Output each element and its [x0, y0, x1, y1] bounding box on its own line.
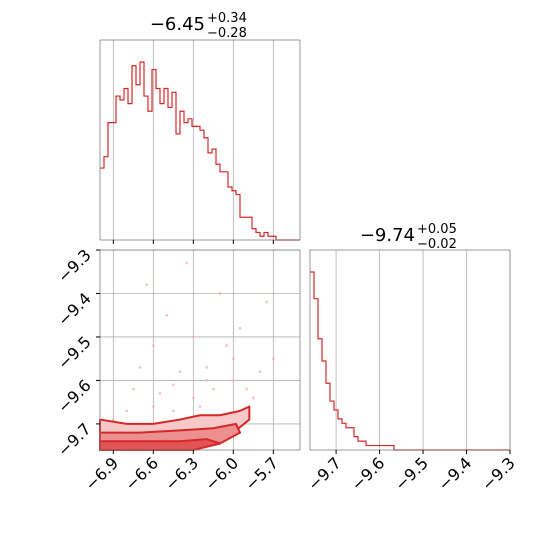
- marginal-histogram-2: −9.7 −9.6 −9.5 −9.4 −9.3: [304, 249, 519, 494]
- scatter-point: [191, 335, 195, 339]
- scatter-point: [111, 418, 115, 421]
- scatter-point: [125, 409, 129, 413]
- scatter-point: [231, 357, 235, 361]
- scatter-point: [165, 313, 169, 317]
- hist-2-steps: [310, 271, 510, 451]
- joint-contour-panel: −6.9 −6.6 −6.3 −6.0 −5.7 −9.3−9.4−9.5−9.6−9.7: [54, 245, 301, 494]
- scatter-point: [245, 387, 249, 391]
- x-tick-label: −9.7: [304, 453, 345, 494]
- scatter-point: [158, 392, 162, 395]
- scatter-point: [218, 292, 222, 295]
- hist-2-title-plus: +0.05: [417, 222, 457, 237]
- x-tick-label: −6.6: [121, 453, 162, 494]
- scatter-point: [225, 344, 229, 348]
- x-tick-label: −6.0: [201, 453, 242, 494]
- scatter-point: [205, 365, 209, 369]
- x-tick-label: −9.4: [434, 453, 475, 494]
- marginal-histogram-1: [99, 39, 301, 244]
- hist-1-title-plus: +0.34: [207, 11, 247, 26]
- hist-1-steps: [100, 61, 300, 241]
- scatter-point: [258, 370, 262, 374]
- hist-1-title: −6.45: [150, 14, 205, 35]
- hist-2-frame: [309, 249, 511, 451]
- scatter-point: [171, 383, 175, 387]
- y-tick-label: −9.7: [54, 419, 95, 460]
- x-tick-label: −6.9: [81, 453, 122, 494]
- scatter-point: [265, 300, 269, 304]
- scatter-point: [171, 409, 175, 413]
- scatter-point: [238, 326, 242, 330]
- scatter-point: [271, 357, 275, 361]
- x-tick-label: −9.6: [347, 453, 388, 494]
- y-tick-label: −9.6: [54, 376, 95, 417]
- y-tick-label: −9.3: [54, 245, 95, 286]
- y-tick-label: −9.5: [54, 332, 95, 373]
- scatter-point: [145, 283, 149, 287]
- scatter-point: [185, 261, 189, 265]
- scatter-point: [251, 396, 255, 400]
- x-tick-label: −9.3: [478, 453, 519, 494]
- hist-1-title-minus: −0.28: [207, 26, 247, 41]
- scatter-point: [191, 396, 195, 400]
- scatter-point: [151, 344, 155, 348]
- scatter-point: [198, 405, 202, 408]
- scatter-point: [131, 387, 135, 391]
- x-tick-label: −6.3: [161, 453, 202, 494]
- scatter-point: [151, 405, 155, 408]
- scatter-point: [211, 387, 215, 391]
- hist-2-title-minus: −0.02: [417, 237, 457, 252]
- scatter-point: [231, 379, 235, 382]
- hist-2-title: −9.74: [360, 225, 415, 246]
- joint-frame: [99, 249, 301, 451]
- scatter-point: [138, 365, 142, 369]
- y-tick-label: −9.4: [54, 289, 95, 330]
- x-tick-label: −9.5: [391, 453, 432, 494]
- x-tick-label: −5.7: [241, 453, 282, 494]
- hist-1-frame: [99, 39, 301, 241]
- scatter-point: [178, 370, 182, 374]
- contour-level-3: [99, 438, 221, 451]
- scatter-point: [205, 379, 209, 382]
